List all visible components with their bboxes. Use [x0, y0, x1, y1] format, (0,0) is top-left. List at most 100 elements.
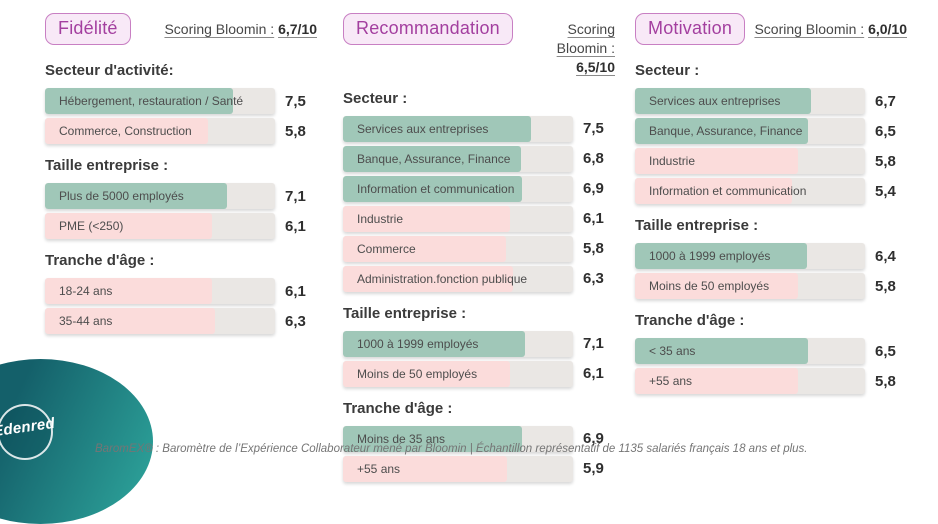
- bar-value: 6,9: [583, 180, 604, 198]
- bar-row-55-ans: +55 ans 5,9: [343, 455, 615, 482]
- column-recommandation: Recommandation Scoring Bloomin : 6,5/10 Se…: [343, 13, 615, 486]
- column-header-fidelite: Fidélité Scoring Bloomin : 6,7/10: [45, 13, 317, 49]
- bar-row-industrie: Industrie 5,8: [635, 148, 907, 174]
- badge-motivation: Motivation: [635, 13, 746, 45]
- bar-label: Moins de 50 employés: [649, 279, 770, 293]
- bar-label: Moins de 50 employés: [357, 366, 478, 381]
- bar-label: Banque, Assurance, Finance: [649, 124, 803, 138]
- bar-track: Industrie: [635, 148, 865, 174]
- bar-label: Administration.fonction publique: [357, 271, 528, 286]
- bar-label: Plus de 5000 employés: [59, 189, 184, 203]
- bar-value: 7,1: [583, 335, 604, 353]
- footer-caption: BaromEX® : Baromètre de l’Expérience Col…: [95, 443, 808, 455]
- bar-row-administration-fonction-publique: Administration.fonction publique 6,3: [343, 265, 615, 292]
- bar-row-plus-de-5000-employes: Plus de 5000 employés 7,1: [45, 183, 317, 209]
- bar-fill-positive: [45, 88, 234, 114]
- bar-fill-negative: [635, 368, 798, 394]
- bar-value: 6,7: [875, 92, 896, 110]
- bar-fill-positive: [343, 425, 523, 452]
- group-heading-tranche-d-age: Tranche d'âge :: [635, 312, 745, 329]
- group-heading-secteur: Secteur :: [635, 62, 700, 79]
- scoring-label: Scoring Bloomin :: [556, 21, 615, 56]
- bar-label: 35-44 ans: [59, 314, 113, 328]
- bar-fill-negative: [343, 205, 511, 232]
- scoring-recommandation: Scoring Bloomin : 6,5/10: [521, 20, 615, 77]
- bar-fill-negative: [45, 213, 213, 239]
- bar-value: 5,9: [583, 460, 604, 478]
- bar-track: Banque, Assurance, Finance: [343, 145, 573, 172]
- bar-row-services-aux-entreprises: Services aux entreprises 7,5: [343, 115, 615, 142]
- bar-value: 7,5: [285, 92, 306, 110]
- bar-label: < 35 ans: [649, 344, 696, 358]
- scoring-label: Scoring Bloomin :: [164, 21, 275, 37]
- scoring-motivation: Scoring Bloomin : 6,0/10: [754, 20, 907, 39]
- bar-fill-positive: [635, 338, 809, 364]
- bar-value: 5,8: [875, 152, 896, 170]
- bar-label: Industrie: [357, 211, 404, 226]
- bar-label: 18-24 ans: [59, 284, 113, 298]
- bar-row-35-44-ans: 35-44 ans 6,3: [45, 308, 317, 334]
- bar-row-information-et-communication: Information et communication 5,4: [635, 178, 907, 204]
- bar-fill-positive: [343, 330, 526, 357]
- bar-label: +55 ans: [357, 461, 401, 476]
- bar-track: Services aux entreprises: [343, 115, 573, 142]
- badge-recommandation: Recommandation: [343, 13, 513, 45]
- bar-track: 18-24 ans: [45, 278, 275, 304]
- bar-track: Moins de 50 employés: [343, 360, 573, 387]
- bar-fill-negative: [45, 118, 208, 144]
- group-heading-secteur-d-activite: Secteur d'activité:: [45, 62, 174, 79]
- group-heading-taille-entreprise: Taille entreprise :: [45, 157, 169, 174]
- bar-row-services-aux-entreprises: Services aux entreprises 6,7: [635, 88, 907, 114]
- bar-row-banque-assurance-finance: Banque, Assurance, Finance 6,5: [635, 118, 907, 144]
- group-heading-tranche-d-age: Tranche d'âge :: [343, 399, 453, 417]
- bar-row-1000-a-1999-employes: 1000 à 1999 employés 6,4: [635, 243, 907, 269]
- bar-row-pme-250: PME (<250) 6,1: [45, 213, 317, 239]
- bar-label: PME (<250): [59, 219, 124, 233]
- column-header-recommandation: Recommandation Scoring Bloomin : 6,5/10: [343, 13, 615, 77]
- group-heading-taille-entreprise: Taille entreprise :: [635, 217, 759, 234]
- bar-fill-negative: [343, 265, 514, 292]
- group-heading-secteur: Secteur :: [343, 89, 408, 107]
- bar-fill-positive: [343, 115, 532, 142]
- bar-fill-positive: [343, 145, 521, 172]
- column-motivation: Motivation Scoring Bloomin : 6,0/10 Secteu…: [635, 13, 907, 486]
- bar-track: Information et communication: [343, 175, 573, 202]
- bar-track: 1000 à 1999 employés: [635, 243, 865, 269]
- bar-row-information-et-communication: Information et communication 6,9: [343, 175, 615, 202]
- bar-row-moins-de-35-ans: Moins de 35 ans 6,9: [343, 425, 615, 452]
- bar-label: Banque, Assurance, Finance: [357, 151, 511, 166]
- bar-track: Industrie: [343, 205, 573, 232]
- scoring-value: 6,7/10: [278, 21, 317, 37]
- bar-fill-negative: [635, 148, 798, 174]
- bar-row-moins-de-50-employes: Moins de 50 employés 5,8: [635, 273, 907, 299]
- bar-row-18-24-ans: 18-24 ans 6,1: [45, 278, 317, 304]
- column-header-motivation: Motivation Scoring Bloomin : 6,0/10: [635, 13, 907, 49]
- bar-value: 7,1: [285, 187, 306, 205]
- bar-row-1000-a-1999-employes: 1000 à 1999 employés 7,1: [343, 330, 615, 357]
- bar-fill-positive: [635, 118, 809, 144]
- bar-fill-negative: [635, 273, 798, 299]
- bar-value: 7,5: [583, 120, 604, 138]
- bar-row-35-ans: < 35 ans 6,5: [635, 338, 907, 364]
- bar-row-commerce: Commerce 5,8: [343, 235, 615, 262]
- scoring-label: Scoring Bloomin :: [754, 21, 865, 37]
- bar-track: Moins de 50 employés: [635, 273, 865, 299]
- bar-track: Administration.fonction publique: [343, 265, 573, 292]
- bar-fill-positive: [635, 88, 812, 114]
- bar-label: Information et communication: [357, 181, 515, 196]
- bar-fill-positive: [635, 243, 807, 269]
- scoring-value: 6,0/10: [868, 21, 907, 37]
- bar-value: 6,1: [583, 210, 604, 228]
- bar-fill-negative: [343, 235, 506, 262]
- bar-value: 6,1: [285, 282, 306, 300]
- bar-value: 6,5: [875, 342, 896, 360]
- bar-label: Services aux entreprises: [357, 121, 489, 136]
- bar-track: Plus de 5000 employés: [45, 183, 275, 209]
- bar-fill-positive: [45, 183, 228, 209]
- bar-label: Commerce, Construction: [59, 124, 192, 138]
- bar-value: 6,1: [285, 217, 306, 235]
- bar-row-commerce-construction: Commerce, Construction 5,8: [45, 118, 317, 144]
- bar-track: 35-44 ans: [45, 308, 275, 334]
- bar-label: Industrie: [649, 154, 696, 168]
- bar-row-55-ans: +55 ans 5,8: [635, 368, 907, 394]
